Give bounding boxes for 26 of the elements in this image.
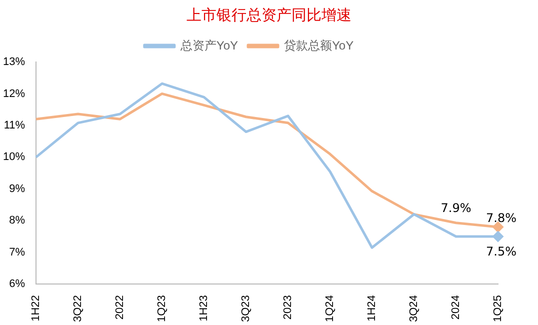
x-tick-label: 1H23 [198, 295, 210, 322]
y-tick-label: 10% [2, 151, 26, 164]
chart-title: 上市银行总资产同比增速 [186, 6, 352, 25]
data-label: 7.5% [486, 244, 516, 259]
y-tick-label: 6% [9, 278, 26, 290]
y-tick-label: 9% [9, 182, 26, 195]
x-tick-label: 2023 [282, 295, 294, 320]
x-tick-label: 3Q23 [240, 295, 252, 322]
x-tick-label: 3Q24 [408, 295, 420, 322]
legend-label: 总资产YoY [179, 38, 238, 52]
x-tick-label: 1H24 [366, 295, 378, 322]
data-label: 7.8% [486, 211, 516, 226]
legend-label: 贷款总额YoY [284, 38, 354, 52]
x-tick-label: 1Q24 [324, 295, 336, 322]
y-tick-label: 12% [2, 88, 26, 100]
y-tick-label: 11% [4, 119, 26, 132]
y-tick-label: 7% [9, 246, 26, 258]
x-tick-label: 2024 [450, 295, 462, 320]
x-tick-label: 1Q23 [156, 295, 168, 322]
y-tick-label: 8% [9, 214, 26, 227]
x-tick-label: 1Q25 [492, 295, 504, 322]
data-label: 7.9% [440, 200, 472, 215]
x-tick-label: 3Q22 [72, 295, 84, 322]
x-tick-label: 2022 [114, 295, 126, 320]
y-tick-label: 13% [2, 56, 26, 68]
x-tick-label: 1H22 [30, 295, 42, 322]
